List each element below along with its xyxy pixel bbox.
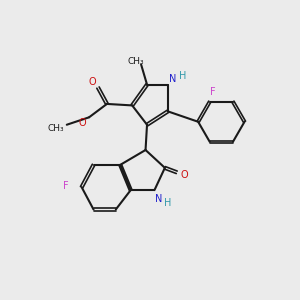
Text: F: F <box>210 87 215 97</box>
Text: H: H <box>164 199 172 208</box>
Text: O: O <box>180 170 188 180</box>
Text: H: H <box>179 71 186 81</box>
Text: CH₃: CH₃ <box>47 124 64 133</box>
Text: CH₃: CH₃ <box>128 57 144 66</box>
Text: N: N <box>155 194 163 204</box>
Text: O: O <box>78 118 86 128</box>
Text: F: F <box>63 181 69 191</box>
Text: N: N <box>169 74 177 84</box>
Text: O: O <box>88 76 96 87</box>
